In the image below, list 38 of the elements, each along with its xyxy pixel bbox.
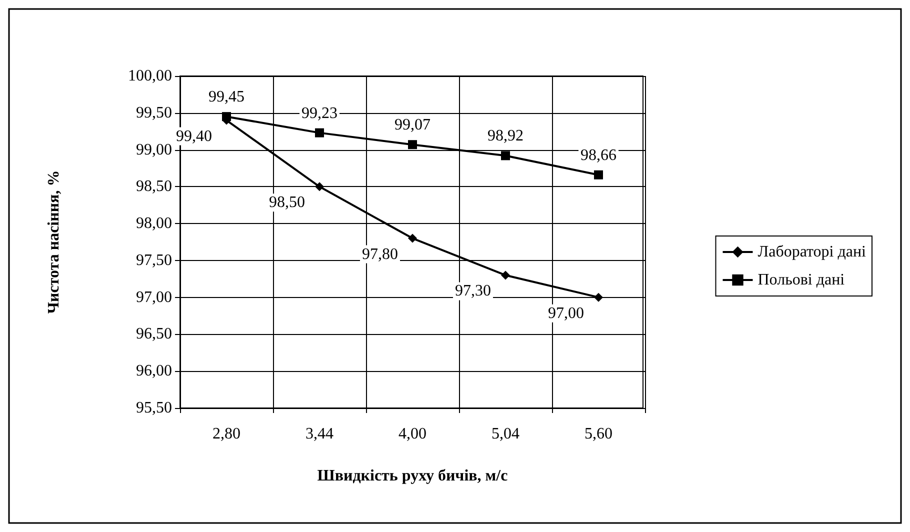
y-tick-label: 98,50	[136, 178, 172, 196]
data-label: 97,80	[362, 246, 398, 263]
y-tick-label: 99,00	[136, 141, 172, 158]
data-label: 98,66	[580, 146, 616, 164]
y-tick-label: 95,50	[136, 400, 172, 416]
x-tick-label: 2,80	[212, 426, 240, 442]
x-axis-title: Швидкість руху бичів, м/с	[317, 468, 508, 484]
data-label: 97,00	[548, 304, 584, 322]
y-tick-label: 97,00	[136, 288, 172, 306]
legend-label: Лабораторі дані	[758, 244, 867, 260]
point	[315, 182, 324, 192]
point	[594, 170, 603, 180]
y-tick-label: 96,00	[136, 362, 172, 380]
point	[501, 270, 510, 280]
legend-label: Польові дані	[758, 272, 846, 288]
x-tick-label: 3,44	[306, 426, 334, 442]
data-label: 97,30	[455, 282, 491, 300]
data-label: 99,45	[208, 88, 244, 106]
y-tick-label: 97,50	[136, 252, 172, 269]
point	[408, 140, 417, 150]
point	[315, 128, 324, 138]
x-tick-label: 4,00	[398, 426, 426, 442]
x-tick-label: 5,60	[584, 426, 612, 442]
x-tick-label: 5,04	[492, 426, 520, 442]
y-tick-label: 100,00	[128, 68, 172, 84]
y-tick-label: 99,50	[136, 104, 172, 122]
point	[594, 292, 603, 302]
point	[222, 112, 231, 122]
data-label: 99,23	[302, 104, 338, 122]
y-axis-title: Чистота насіння, %	[46, 170, 62, 314]
y-tick-label: 96,50	[136, 326, 172, 343]
point	[501, 151, 510, 160]
data-label: 98,50	[269, 194, 305, 212]
data-label: 99,40	[176, 128, 212, 145]
data-label: 99,07	[394, 116, 430, 134]
y-tick-label: 98,00	[136, 215, 172, 232]
point	[408, 234, 417, 243]
data-label: 98,92	[488, 128, 524, 145]
